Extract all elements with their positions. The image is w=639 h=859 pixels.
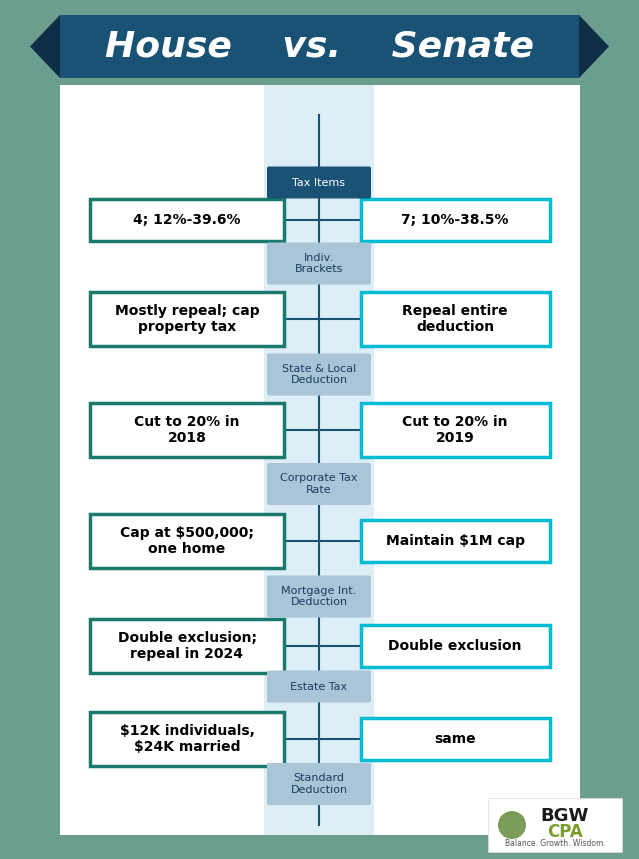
Text: Cap at $500,000;
one home: Cap at $500,000; one home <box>120 526 254 556</box>
Text: Indiv.
Brackets: Indiv. Brackets <box>295 253 343 274</box>
FancyBboxPatch shape <box>60 15 579 78</box>
FancyBboxPatch shape <box>90 403 284 457</box>
FancyBboxPatch shape <box>90 619 284 673</box>
FancyBboxPatch shape <box>360 625 550 667</box>
Text: $12K individuals,
$24K married: $12K individuals, $24K married <box>119 724 254 754</box>
Circle shape <box>498 811 526 839</box>
Text: Mortgage Int.
Deduction: Mortgage Int. Deduction <box>281 586 357 607</box>
Text: Maintain $1M cap: Maintain $1M cap <box>385 534 525 548</box>
Text: Standard
Deduction: Standard Deduction <box>291 773 348 795</box>
Text: Cut to 20% in
2019: Cut to 20% in 2019 <box>402 415 508 445</box>
FancyBboxPatch shape <box>267 463 371 505</box>
Text: BGW: BGW <box>541 807 589 825</box>
FancyBboxPatch shape <box>264 85 374 835</box>
FancyBboxPatch shape <box>267 354 371 395</box>
FancyBboxPatch shape <box>267 671 371 703</box>
FancyBboxPatch shape <box>267 576 371 618</box>
Text: same: same <box>434 732 476 746</box>
Text: State & Local
Deduction: State & Local Deduction <box>282 363 356 386</box>
Text: CPA: CPA <box>547 823 583 841</box>
Polygon shape <box>579 15 609 78</box>
FancyBboxPatch shape <box>90 712 284 766</box>
Text: Repeal entire
deduction: Repeal entire deduction <box>402 304 508 334</box>
FancyBboxPatch shape <box>90 199 284 241</box>
Polygon shape <box>30 15 60 78</box>
FancyBboxPatch shape <box>360 292 550 346</box>
Text: Estate Tax: Estate Tax <box>291 681 348 691</box>
Text: Double exclusion: Double exclusion <box>389 639 522 653</box>
FancyBboxPatch shape <box>360 520 550 562</box>
Text: 4; 12%-39.6%: 4; 12%-39.6% <box>134 213 241 227</box>
Text: 7; 10%-38.5%: 7; 10%-38.5% <box>401 213 509 227</box>
FancyBboxPatch shape <box>360 199 550 241</box>
FancyBboxPatch shape <box>267 167 371 198</box>
Text: Mostly repeal; cap
property tax: Mostly repeal; cap property tax <box>114 304 259 334</box>
Text: Cut to 20% in
2018: Cut to 20% in 2018 <box>134 415 240 445</box>
FancyBboxPatch shape <box>90 514 284 568</box>
Text: Balance. Growth. Wisdom.: Balance. Growth. Wisdom. <box>505 839 605 849</box>
FancyBboxPatch shape <box>267 763 371 805</box>
Text: Double exclusion;
repeal in 2024: Double exclusion; repeal in 2024 <box>118 631 256 661</box>
Text: Corporate Tax
Rate: Corporate Tax Rate <box>281 473 358 495</box>
FancyBboxPatch shape <box>360 403 550 457</box>
FancyBboxPatch shape <box>488 798 622 852</box>
Text: House    vs.    Senate: House vs. Senate <box>105 29 534 64</box>
FancyBboxPatch shape <box>90 292 284 346</box>
FancyBboxPatch shape <box>267 242 371 284</box>
FancyBboxPatch shape <box>360 718 550 760</box>
FancyBboxPatch shape <box>60 85 580 835</box>
Text: Tax Items: Tax Items <box>293 178 346 187</box>
